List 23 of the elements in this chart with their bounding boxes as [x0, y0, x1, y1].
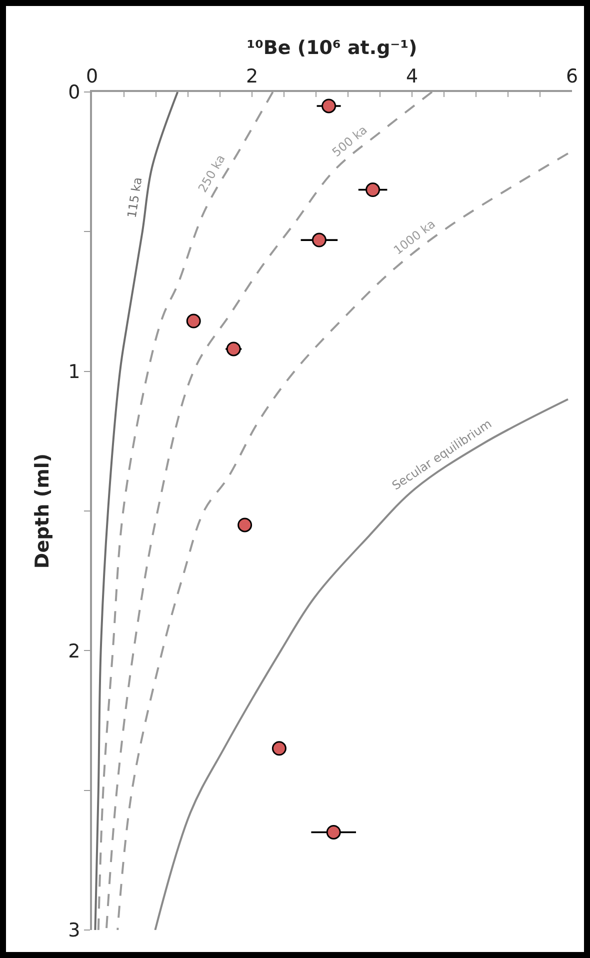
point [366, 182, 380, 198]
line-series [154, 398, 569, 930]
point [238, 518, 252, 532]
y-tick-label: 3 [68, 920, 80, 942]
y-axis-title: Depth (ml) [31, 453, 54, 569]
point [186, 314, 201, 328]
x-axis-title: ¹⁰Be (10⁶ at.g⁻¹) [246, 36, 418, 59]
point [226, 342, 241, 356]
text: 250 ka [195, 152, 228, 195]
text: 500 ka [330, 122, 370, 160]
y-tick-label: 0 [68, 82, 80, 104]
y-tick-label: 1 [68, 360, 80, 383]
point [312, 232, 326, 248]
line-series [94, 92, 179, 930]
x-tick-label: 6 [566, 65, 578, 88]
point [272, 741, 286, 756]
x-tick-label: 4 [406, 65, 418, 88]
point [322, 98, 336, 114]
text: 115 ka [124, 176, 145, 219]
point [326, 824, 341, 840]
x-tick-label: 2 [246, 65, 258, 88]
x-tick-label: 0 [86, 65, 98, 88]
y-tick-label: 2 [68, 640, 80, 662]
